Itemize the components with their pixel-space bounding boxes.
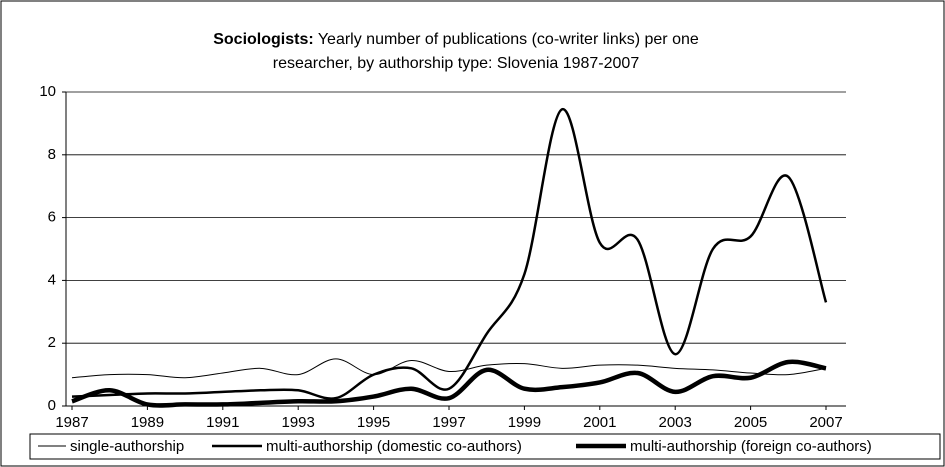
x-tick-label: 1995: [357, 414, 390, 431]
y-tick-label: 6: [48, 209, 56, 226]
legend-box: [29, 433, 941, 460]
series-line: [71, 358, 827, 379]
series-line: [71, 108, 828, 400]
legend-label: single-authorship: [70, 438, 184, 455]
x-tick-label: 2007: [809, 414, 842, 431]
title-bold: Sociologists:: [213, 31, 313, 48]
x-tick-label: 1987: [55, 414, 88, 431]
chart-title: Sociologists: Yearly number of publicati…: [213, 31, 699, 48]
x-tick-label: 2003: [659, 414, 692, 431]
x-tick-label: 1991: [206, 414, 239, 431]
x-tick-label: 1989: [131, 414, 164, 431]
x-tick-label: 2001: [583, 414, 616, 431]
legend-label: multi-authorship (foreign co-authors): [630, 438, 872, 455]
series-line: [71, 359, 827, 408]
y-tick-label: 2: [48, 334, 56, 351]
legend-label: multi-authorship (domestic co-authors): [266, 438, 522, 455]
y-tick-label: 8: [48, 146, 56, 163]
x-tick-label: 1997: [432, 414, 465, 431]
x-tick-label: 1999: [508, 414, 541, 431]
chart-title-line: researcher, by authorship type: Slovenia…: [273, 55, 640, 72]
y-tick-label: 4: [48, 271, 56, 288]
x-tick-label: 1993: [282, 414, 315, 431]
y-tick-label: 0: [48, 397, 56, 414]
y-tick-label: 10: [39, 83, 56, 100]
title-line: Yearly number of publications (co-writer…: [318, 31, 699, 48]
x-tick-label: 2005: [734, 414, 767, 431]
